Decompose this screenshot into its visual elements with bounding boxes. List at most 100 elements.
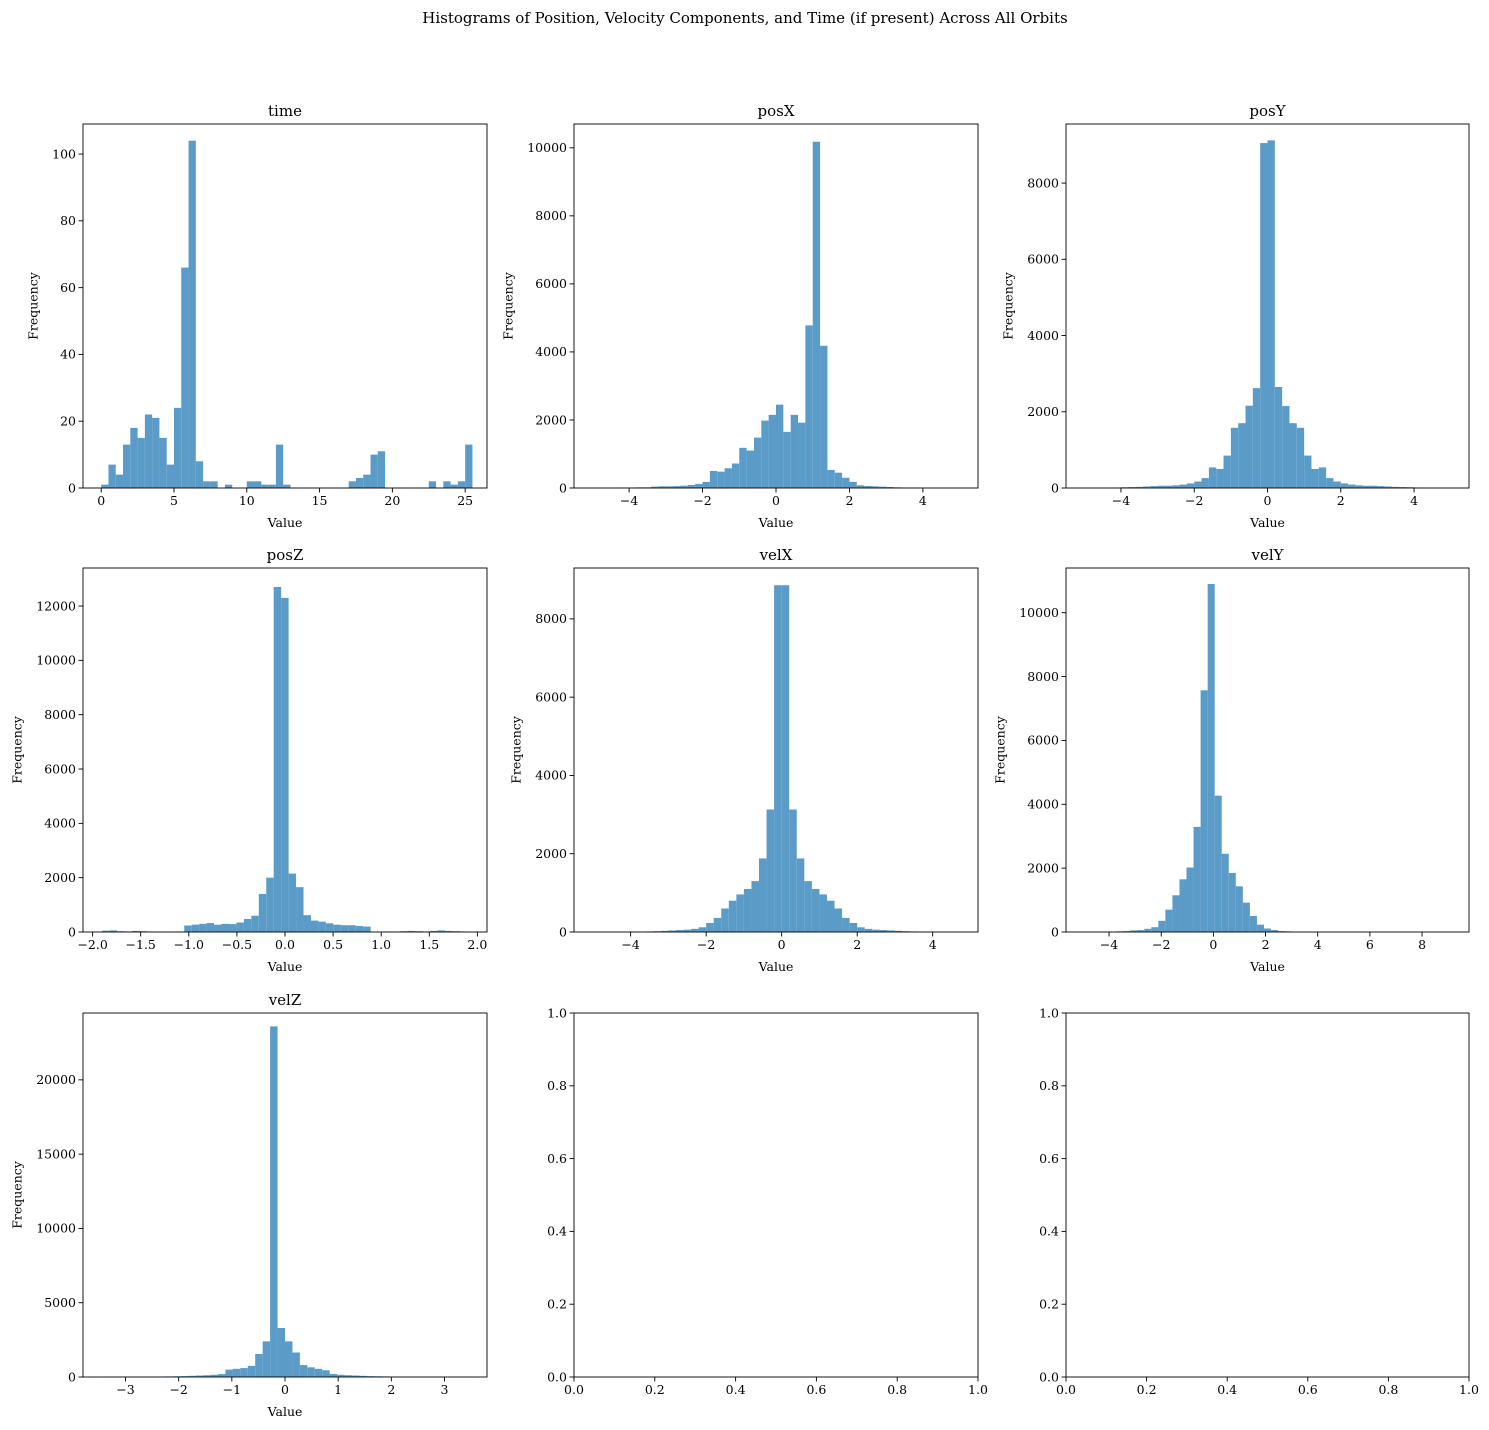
histogram-bar [348, 925, 356, 932]
subplot-posx: −4 −2 0 2 4 0 2000 4000 6000 8000 10000 posX Value Fr… [501, 102, 979, 530]
histogram-bar [1228, 872, 1236, 932]
histogram-bar [864, 485, 872, 488]
histogram-bar [428, 481, 437, 488]
x-tick-label: 0.6 [806, 1382, 826, 1397]
histogram-bar [173, 407, 182, 488]
y-tick-label: 0.2 [1039, 1297, 1059, 1312]
histogram-bar [651, 486, 659, 488]
histogram-bar [115, 474, 124, 488]
y-tick-label: 8000 [44, 707, 76, 722]
histogram-bar [698, 927, 707, 932]
x-tick-label: 0 [778, 937, 786, 952]
histogram-bar [746, 450, 754, 488]
histogram-bar [377, 451, 386, 488]
y-tick-label: 6000 [1027, 252, 1059, 267]
histogram-bar [214, 924, 222, 932]
histogram-bar [1333, 481, 1341, 488]
histogram-bar [691, 928, 699, 932]
histogram-bar [702, 481, 710, 488]
histogram-bar [130, 427, 138, 488]
x-axis-label: Value [267, 1404, 303, 1419]
y-tick-label: 0 [1051, 480, 1059, 495]
y-tick-label: 8000 [535, 611, 567, 626]
histogram-bar [675, 930, 684, 932]
histogram-bar [247, 1365, 256, 1377]
histogram-bar [184, 925, 192, 932]
x-tick-label: 0 [1209, 937, 1217, 952]
axes-frame [82, 1012, 488, 1378]
histogram-bar [1256, 924, 1264, 932]
histogram-bar [296, 887, 304, 932]
histogram-bar [1340, 483, 1349, 488]
x-tick-label: 6 [1366, 937, 1374, 952]
y-axis-label: Frequency [1000, 271, 1015, 340]
histogram-bar [872, 929, 880, 932]
histogram-bar [333, 924, 341, 932]
x-tick-label: 1.0 [968, 1382, 988, 1397]
x-tick-label: −2 [1185, 493, 1203, 508]
y-tick-label: 4000 [44, 816, 76, 831]
x-tick-label: 2.0 [467, 937, 487, 952]
y-tick-label: 80 [60, 213, 76, 228]
histogram-bar [450, 484, 458, 488]
histogram-bar [673, 486, 681, 488]
histogram-bar [721, 908, 729, 932]
x-tick-label: −0.5 [222, 937, 252, 952]
histogram-bar [1274, 386, 1283, 488]
x-tick-label: −1.0 [174, 937, 204, 952]
x-tick-label: −2 [697, 937, 715, 952]
histogram-bar [1384, 486, 1393, 488]
histogram-bar [798, 422, 806, 488]
x-tick-label: 10 [239, 493, 255, 508]
subplot-title: velZ [268, 991, 302, 1009]
histogram-bar [1172, 485, 1180, 488]
histogram-bar [1392, 486, 1400, 488]
y-tick-label: 100 [52, 146, 76, 161]
histogram-bar [266, 877, 274, 932]
histogram-bar [1179, 879, 1187, 932]
x-axis-label: Value [1249, 515, 1285, 530]
histogram-bar [781, 585, 790, 932]
subplot-empty-8: 0.0 0.2 0.4 0.6 0.8 1.0 0.0 0.2 0.4 0.6 0.8 1.0 [547, 1005, 988, 1397]
histogram-bar [1377, 486, 1385, 488]
bars-vely [1109, 583, 1342, 932]
histogram-bar [706, 923, 714, 932]
histogram-bar [1142, 486, 1151, 488]
x-tick-label: 4 [919, 493, 927, 508]
histogram-bar [188, 140, 196, 488]
y-axis-label: Frequency [993, 715, 1008, 784]
y-tick-label: 10000 [527, 140, 567, 155]
y-tick-label: 0.2 [547, 1297, 567, 1312]
bars-time [101, 140, 473, 488]
histogram-bar [285, 1341, 293, 1377]
subplot-title: posY [1249, 102, 1286, 120]
histogram-bar [166, 464, 174, 488]
y-tick-label: 0 [68, 1369, 76, 1384]
bars-posy [1113, 140, 1422, 488]
histogram-bar [348, 481, 356, 488]
y-tick-label: 10000 [36, 1221, 76, 1236]
histogram-bar [1260, 143, 1268, 488]
y-tick-label: 4000 [1027, 328, 1059, 343]
x-tick-label: 2 [1337, 493, 1345, 508]
histogram-bar [137, 437, 145, 488]
histogram-bar [370, 454, 378, 488]
x-tick-label: 20 [384, 493, 400, 508]
subplot-posz: −2.0 −1.5 −1.0 −0.5 0.0 0.5 1.0 1.5 2.0 0 2000 4000… [10, 546, 488, 974]
x-tick-label: 0.6 [1298, 1382, 1318, 1397]
histogram-bar [827, 469, 835, 488]
y-tick-label: 4000 [535, 344, 567, 359]
histogram-bar [299, 1365, 308, 1377]
histogram-bar [871, 486, 879, 488]
x-tick-label: −2 [1152, 937, 1170, 952]
x-axis-label: Value [267, 515, 303, 530]
x-tick-label: 5 [170, 493, 178, 508]
histogram-bar [1311, 468, 1319, 488]
y-tick-label: 12000 [36, 598, 76, 613]
histogram-bar [736, 894, 744, 932]
histogram-bar [1164, 485, 1173, 488]
y-tick-label: 6000 [535, 276, 567, 291]
histogram-bar [717, 471, 725, 488]
histogram-bar [1263, 928, 1272, 932]
histogram-bar [1235, 886, 1243, 932]
